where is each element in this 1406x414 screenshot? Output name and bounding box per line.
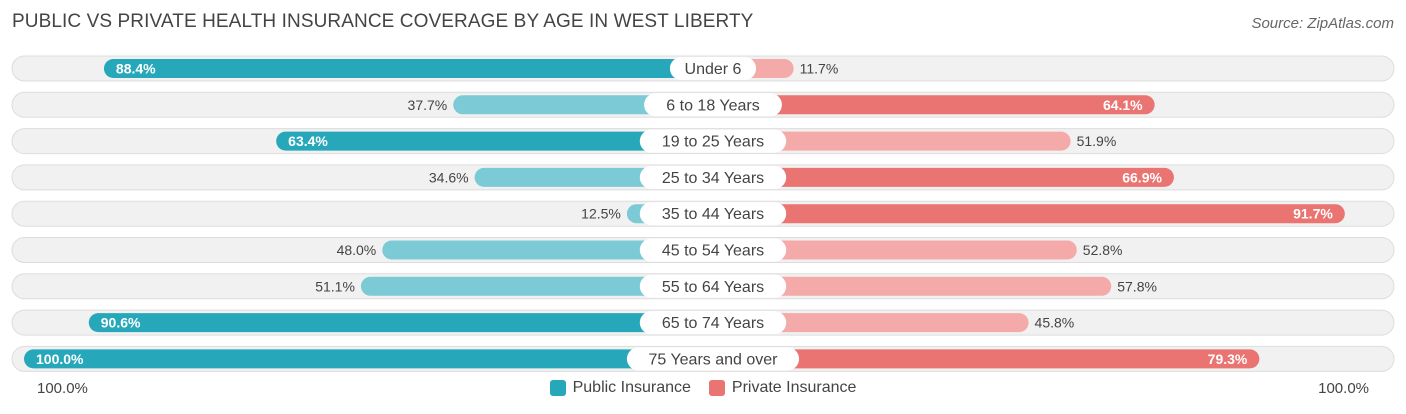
category-pill — [626, 347, 800, 371]
bar-public — [88, 313, 714, 333]
category-pill — [639, 274, 787, 298]
legend-label-private: Private Insurance — [731, 379, 857, 396]
category-label: 6 to 18 Years — [666, 97, 759, 114]
value-label-public: 88.4% — [116, 61, 156, 77]
bar-private — [713, 276, 1112, 296]
value-label-public: 37.7% — [408, 97, 448, 113]
category-pill — [639, 311, 787, 335]
value-label-private: 57.8% — [1117, 278, 1157, 294]
bar-public — [276, 131, 713, 151]
axis-left-label: 100.0% — [37, 380, 88, 397]
axis-right-label: 100.0% — [1318, 380, 1369, 397]
diverging-bar-chart: 88.4% 11.7% Under 6 37.7% 64.1% 6 to 18 Years… — [11, 55, 1395, 372]
legend: Public Insurance Private Insurance — [0, 379, 1406, 397]
value-label-public: 100.0% — [36, 351, 84, 367]
category-pill — [639, 238, 787, 262]
value-label-private: 91.7% — [1293, 206, 1333, 222]
bar-public — [24, 349, 713, 369]
category-label: 45 to 54 Years — [662, 243, 764, 260]
bar-private — [713, 349, 1260, 369]
legend-label-public: Public Insurance — [572, 379, 691, 396]
value-label-public: 90.6% — [101, 315, 141, 331]
bar-private — [713, 95, 1155, 115]
value-label-public: 51.1% — [315, 278, 355, 294]
category-label: Under 6 — [685, 61, 742, 78]
category-pill — [639, 202, 787, 226]
legend-item-private: Private Insurance — [708, 379, 857, 397]
bar-public — [382, 240, 713, 260]
category-pill — [669, 57, 757, 80]
category-label: 19 to 25 Years — [662, 134, 764, 151]
category-label: 25 to 34 Years — [662, 170, 764, 187]
value-label-public: 48.0% — [337, 242, 377, 258]
bar-public — [103, 59, 713, 78]
category-label: 75 Years and over — [649, 351, 779, 368]
value-label-public: 34.6% — [429, 169, 469, 185]
chart-title: PUBLIC VS PRIVATE HEALTH INSURANCE COVER… — [12, 11, 754, 32]
legend-swatch-private — [708, 380, 725, 396]
bar-private — [713, 131, 1071, 151]
bar-private — [713, 167, 1174, 187]
value-label-private: 52.8% — [1083, 242, 1123, 258]
category-pill — [644, 93, 782, 117]
category-label: 65 to 74 Years — [662, 315, 764, 332]
legend-item-public: Public Insurance — [549, 379, 691, 397]
value-label-public: 12.5% — [581, 206, 621, 222]
value-label-private: 51.9% — [1077, 133, 1117, 149]
value-label-public: 63.4% — [288, 133, 328, 149]
bar-private — [713, 313, 1029, 333]
value-label-private: 79.3% — [1208, 351, 1248, 367]
bar-private — [713, 240, 1077, 260]
category-pill — [639, 129, 787, 153]
bar-public — [360, 276, 713, 296]
value-label-private: 64.1% — [1103, 97, 1143, 113]
value-label-private: 66.9% — [1122, 169, 1162, 185]
bar-private — [713, 204, 1345, 224]
source-label: Source: ZipAtlas.com — [1251, 15, 1394, 32]
category-label: 35 to 44 Years — [662, 206, 764, 223]
value-label-private: 45.8% — [1035, 315, 1075, 331]
category-pill — [639, 165, 787, 189]
legend-swatch-public — [549, 380, 566, 396]
category-label: 55 to 64 Years — [662, 279, 764, 296]
value-label-private: 11.7% — [800, 61, 839, 77]
